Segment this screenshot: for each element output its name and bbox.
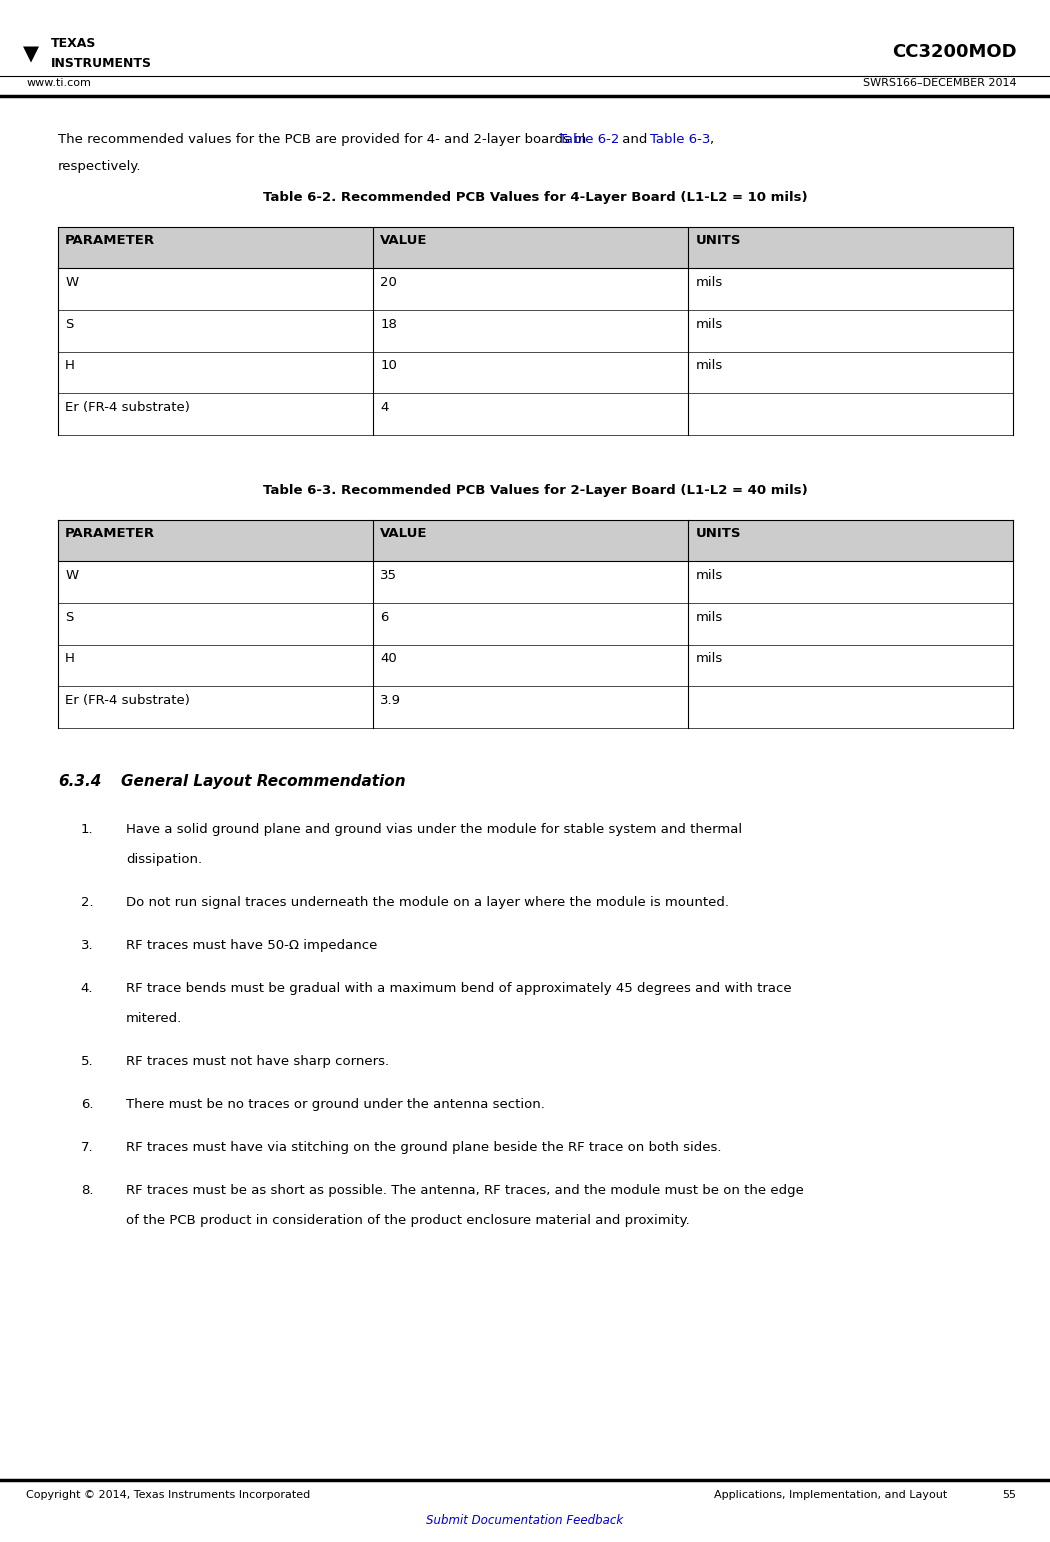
Text: of the PCB product in consideration of the product enclosure material and proxim: of the PCB product in consideration of t… bbox=[126, 1214, 690, 1226]
Text: Table 6-2. Recommended PCB Values for 4-Layer Board (L1-L2 = 10 mils): Table 6-2. Recommended PCB Values for 4-… bbox=[264, 191, 807, 204]
Text: RF traces must have via stitching on the ground plane beside the RF trace on bot: RF traces must have via stitching on the… bbox=[126, 1141, 721, 1153]
Bar bbox=[58, 561, 1013, 603]
Text: RF traces must be as short as possible. The antenna, RF traces, and the module m: RF traces must be as short as possible. … bbox=[126, 1184, 804, 1197]
Text: 10: 10 bbox=[380, 359, 397, 372]
Text: General Layout Recommendation: General Layout Recommendation bbox=[121, 774, 405, 790]
Text: 4.: 4. bbox=[81, 982, 93, 995]
Bar bbox=[58, 352, 1013, 393]
Text: 40: 40 bbox=[380, 652, 397, 665]
Text: 6.: 6. bbox=[81, 1098, 93, 1110]
Text: 3.9: 3.9 bbox=[380, 694, 401, 706]
Text: H: H bbox=[65, 359, 75, 372]
Text: RF trace bends must be gradual with a maximum bend of approximately 45 degrees a: RF trace bends must be gradual with a ma… bbox=[126, 982, 792, 995]
Text: VALUE: VALUE bbox=[380, 234, 428, 247]
Text: mils: mils bbox=[696, 611, 723, 623]
Text: mils: mils bbox=[696, 359, 723, 372]
Text: VALUE: VALUE bbox=[380, 527, 428, 540]
Text: 7.: 7. bbox=[81, 1141, 93, 1153]
Text: 5.: 5. bbox=[81, 1055, 93, 1067]
Text: RF traces must not have sharp corners.: RF traces must not have sharp corners. bbox=[126, 1055, 390, 1067]
Text: H: H bbox=[65, 652, 75, 665]
Text: Table 6-2: Table 6-2 bbox=[559, 133, 620, 145]
Bar bbox=[58, 393, 1013, 435]
Text: PARAMETER: PARAMETER bbox=[65, 234, 155, 247]
Text: mils: mils bbox=[696, 318, 723, 330]
Text: 4: 4 bbox=[380, 401, 388, 413]
Text: INSTRUMENTS: INSTRUMENTS bbox=[50, 57, 151, 69]
Bar bbox=[58, 520, 1013, 561]
Text: 20: 20 bbox=[380, 276, 397, 288]
Text: 6.3.4: 6.3.4 bbox=[58, 774, 101, 790]
Text: Submit Documentation Feedback: Submit Documentation Feedback bbox=[426, 1514, 624, 1527]
Bar bbox=[58, 310, 1013, 352]
Text: Er (FR-4 substrate): Er (FR-4 substrate) bbox=[65, 694, 190, 706]
Text: UNITS: UNITS bbox=[696, 234, 741, 247]
Text: mils: mils bbox=[696, 276, 723, 288]
Text: CC3200MOD: CC3200MOD bbox=[891, 43, 1016, 62]
Text: 3.: 3. bbox=[81, 939, 93, 951]
Text: 55: 55 bbox=[1003, 1490, 1016, 1499]
Text: and: and bbox=[617, 133, 651, 145]
Text: 35: 35 bbox=[380, 569, 397, 581]
Text: mils: mils bbox=[696, 652, 723, 665]
Text: www.ti.com: www.ti.com bbox=[26, 79, 91, 88]
Text: Copyright © 2014, Texas Instruments Incorporated: Copyright © 2014, Texas Instruments Inco… bbox=[26, 1490, 311, 1499]
Text: RF traces must have 50-Ω impedance: RF traces must have 50-Ω impedance bbox=[126, 939, 377, 951]
Text: SWRS166–DECEMBER 2014: SWRS166–DECEMBER 2014 bbox=[863, 79, 1016, 88]
Text: Do not run signal traces underneath the module on a layer where the module is mo: Do not run signal traces underneath the … bbox=[126, 896, 729, 908]
Text: Table 6-3. Recommended PCB Values for 2-Layer Board (L1-L2 = 40 mils): Table 6-3. Recommended PCB Values for 2-… bbox=[264, 484, 807, 497]
Bar bbox=[58, 603, 1013, 645]
Text: respectively.: respectively. bbox=[58, 160, 142, 173]
Text: Have a solid ground plane and ground vias under the module for stable system and: Have a solid ground plane and ground via… bbox=[126, 823, 742, 836]
Text: Table 6-3: Table 6-3 bbox=[650, 133, 711, 145]
Text: PARAMETER: PARAMETER bbox=[65, 527, 155, 540]
Bar bbox=[58, 268, 1013, 310]
Text: 6: 6 bbox=[380, 611, 388, 623]
Text: dissipation.: dissipation. bbox=[126, 853, 202, 865]
Text: There must be no traces or ground under the antenna section.: There must be no traces or ground under … bbox=[126, 1098, 545, 1110]
Text: mitered.: mitered. bbox=[126, 1012, 183, 1024]
Text: ▼: ▼ bbox=[23, 45, 39, 63]
Text: 8.: 8. bbox=[81, 1184, 93, 1197]
Text: Er (FR-4 substrate): Er (FR-4 substrate) bbox=[65, 401, 190, 413]
Text: TEXAS: TEXAS bbox=[50, 37, 96, 49]
Bar bbox=[58, 227, 1013, 268]
Text: 2.: 2. bbox=[81, 896, 93, 908]
Text: S: S bbox=[65, 318, 74, 330]
Text: W: W bbox=[65, 276, 78, 288]
Text: W: W bbox=[65, 569, 78, 581]
Text: UNITS: UNITS bbox=[696, 527, 741, 540]
Bar bbox=[58, 686, 1013, 728]
Text: Applications, Implementation, and Layout: Applications, Implementation, and Layout bbox=[714, 1490, 947, 1499]
Text: ,: , bbox=[709, 133, 713, 145]
Bar bbox=[58, 645, 1013, 686]
Text: The recommended values for the PCB are provided for 4- and 2-layer boards in: The recommended values for the PCB are p… bbox=[58, 133, 590, 145]
Text: S: S bbox=[65, 611, 74, 623]
Text: 18: 18 bbox=[380, 318, 397, 330]
Text: mils: mils bbox=[696, 569, 723, 581]
Text: 1.: 1. bbox=[81, 823, 93, 836]
